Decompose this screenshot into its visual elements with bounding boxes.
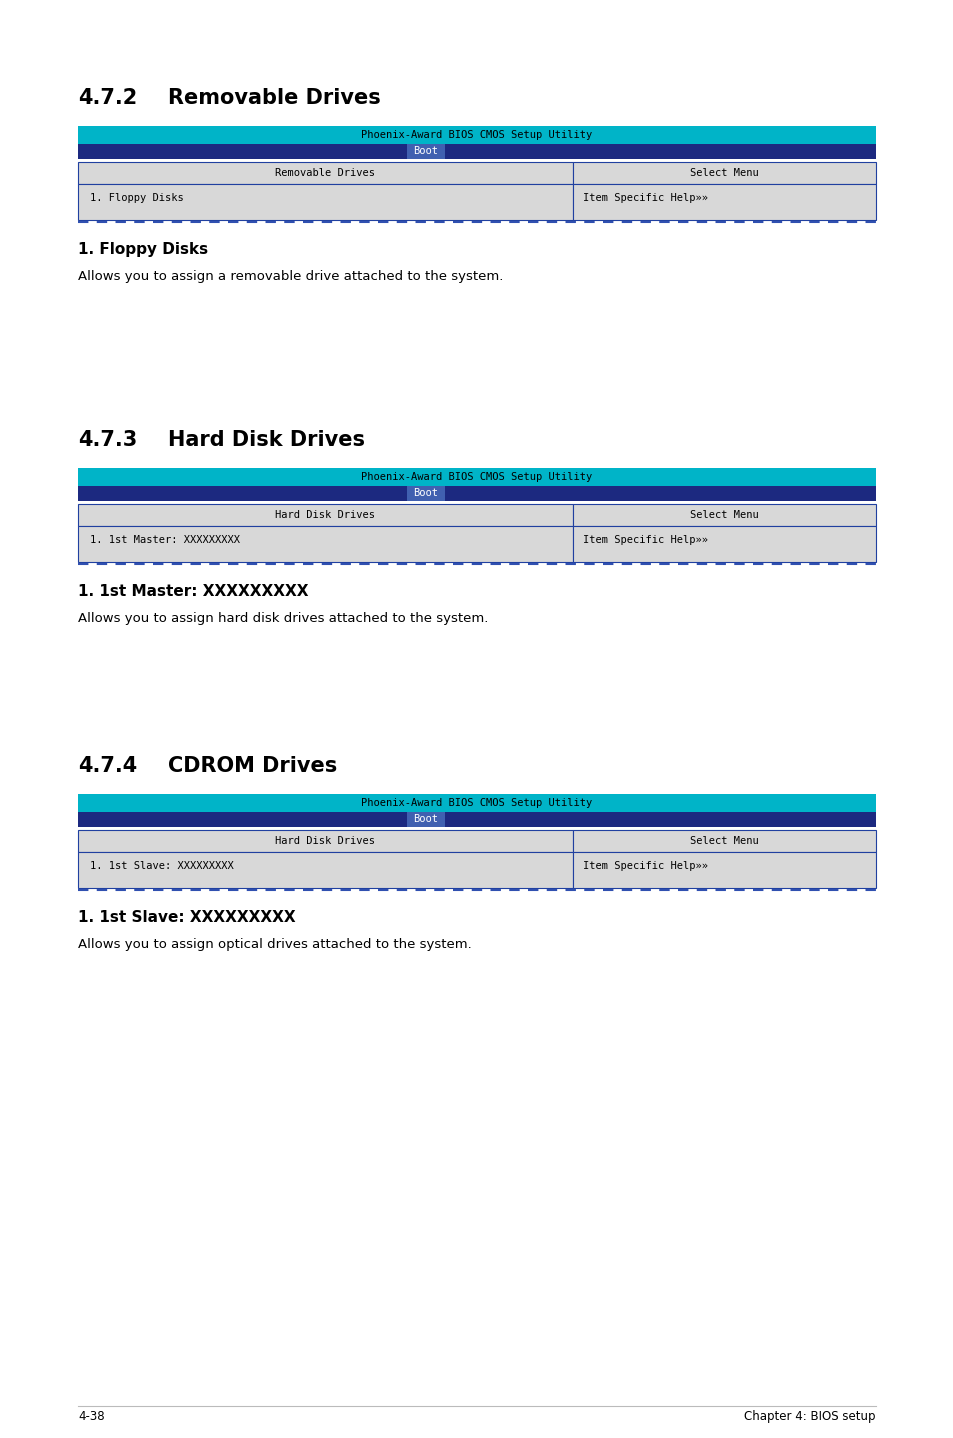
FancyBboxPatch shape <box>78 144 875 160</box>
FancyBboxPatch shape <box>78 184 572 220</box>
Text: 1. 1st Master: XXXXXXXXX: 1. 1st Master: XXXXXXXXX <box>78 584 309 600</box>
FancyBboxPatch shape <box>572 830 875 851</box>
FancyBboxPatch shape <box>407 812 444 827</box>
Text: 4.7.4: 4.7.4 <box>78 756 137 777</box>
Text: 1. 1st Master: XXXXXXXXX: 1. 1st Master: XXXXXXXXX <box>91 535 240 545</box>
Text: Phoenix-Award BIOS CMOS Setup Utility: Phoenix-Award BIOS CMOS Setup Utility <box>361 472 592 482</box>
Text: Phoenix-Award BIOS CMOS Setup Utility: Phoenix-Award BIOS CMOS Setup Utility <box>361 798 592 808</box>
Text: Select Menu: Select Menu <box>689 835 758 846</box>
Text: Boot: Boot <box>413 147 438 157</box>
FancyBboxPatch shape <box>78 851 572 889</box>
FancyBboxPatch shape <box>572 162 875 184</box>
FancyBboxPatch shape <box>572 526 875 562</box>
Text: Allows you to assign hard disk drives attached to the system.: Allows you to assign hard disk drives at… <box>78 613 488 626</box>
Text: 1. 1st Slave: XXXXXXXXX: 1. 1st Slave: XXXXXXXXX <box>78 910 295 925</box>
Text: Hard Disk Drives: Hard Disk Drives <box>275 835 375 846</box>
Text: 4.7.3: 4.7.3 <box>78 430 137 450</box>
Text: Allows you to assign a removable drive attached to the system.: Allows you to assign a removable drive a… <box>78 270 503 283</box>
Text: Hard Disk Drives: Hard Disk Drives <box>275 510 375 521</box>
Text: Item Specific Help»»: Item Specific Help»» <box>582 861 707 870</box>
Text: Allows you to assign optical drives attached to the system.: Allows you to assign optical drives atta… <box>78 938 472 951</box>
Text: Chapter 4: BIOS setup: Chapter 4: BIOS setup <box>743 1411 875 1424</box>
FancyBboxPatch shape <box>572 503 875 526</box>
Text: 1. 1st Slave: XXXXXXXXX: 1. 1st Slave: XXXXXXXXX <box>91 861 233 870</box>
FancyBboxPatch shape <box>78 467 875 486</box>
FancyBboxPatch shape <box>78 794 875 812</box>
FancyBboxPatch shape <box>78 500 875 503</box>
FancyBboxPatch shape <box>407 486 444 500</box>
FancyBboxPatch shape <box>78 503 572 526</box>
Text: Removable Drives: Removable Drives <box>275 168 375 178</box>
Text: 4.7.2: 4.7.2 <box>78 88 137 108</box>
Text: Item Specific Help»»: Item Specific Help»» <box>582 535 707 545</box>
Text: Removable Drives: Removable Drives <box>168 88 380 108</box>
FancyBboxPatch shape <box>78 162 572 184</box>
FancyBboxPatch shape <box>572 184 875 220</box>
Text: Select Menu: Select Menu <box>689 168 758 178</box>
FancyBboxPatch shape <box>78 526 572 562</box>
FancyBboxPatch shape <box>78 812 875 827</box>
Text: Item Specific Help»»: Item Specific Help»» <box>582 193 707 203</box>
Text: Hard Disk Drives: Hard Disk Drives <box>168 430 365 450</box>
Text: 4-38: 4-38 <box>78 1411 105 1424</box>
FancyBboxPatch shape <box>78 486 875 500</box>
FancyBboxPatch shape <box>78 827 875 830</box>
FancyBboxPatch shape <box>78 160 875 162</box>
Text: Phoenix-Award BIOS CMOS Setup Utility: Phoenix-Award BIOS CMOS Setup Utility <box>361 129 592 139</box>
Text: 1. Floppy Disks: 1. Floppy Disks <box>91 193 184 203</box>
FancyBboxPatch shape <box>572 851 875 889</box>
Text: CDROM Drives: CDROM Drives <box>168 756 337 777</box>
FancyBboxPatch shape <box>407 144 444 160</box>
Text: 1. Floppy Disks: 1. Floppy Disks <box>78 242 208 257</box>
FancyBboxPatch shape <box>78 127 875 144</box>
FancyBboxPatch shape <box>78 830 572 851</box>
Text: Boot: Boot <box>413 814 438 824</box>
Text: Select Menu: Select Menu <box>689 510 758 521</box>
Text: Boot: Boot <box>413 489 438 499</box>
